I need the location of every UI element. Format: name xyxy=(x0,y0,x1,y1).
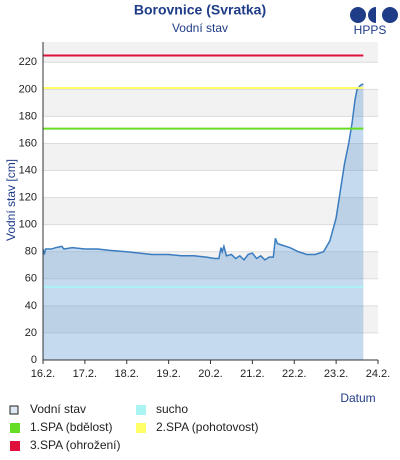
x-tick-label: 23.2. xyxy=(324,368,348,380)
chart-title: Borovnice (Svratka) xyxy=(134,2,266,18)
area xyxy=(43,83,364,360)
y-tick-label: 200 xyxy=(19,83,37,95)
y-tick-label: 80 xyxy=(25,246,37,258)
x-axis-title: Datum xyxy=(340,391,375,405)
y-tick-label: 20 xyxy=(25,327,37,339)
y-axis-title: Vodní stav [cm] xyxy=(4,159,18,241)
grid-band xyxy=(43,89,378,117)
x-tick-label: 18.2. xyxy=(115,368,139,380)
y-tick-label: 160 xyxy=(19,137,37,149)
line xyxy=(42,83,364,261)
legend-marker xyxy=(10,423,20,433)
legend-label: Vodní stav xyxy=(30,402,86,416)
legend-label: 1.SPA (bdělost) xyxy=(30,420,113,434)
legend-label: 2.SPA (pohotovost) xyxy=(156,420,259,434)
logo-half xyxy=(368,7,376,23)
x-tick-label: 21.2. xyxy=(240,368,264,380)
logo-circle xyxy=(350,7,366,23)
logo-text: HPPS xyxy=(354,23,387,37)
chart-subtitle: Vodní stav xyxy=(172,21,228,35)
grid-band xyxy=(43,251,378,279)
legend-marker xyxy=(136,423,146,433)
legend-marker xyxy=(10,441,20,451)
y-tick-label: 0 xyxy=(31,354,37,366)
legend-marker xyxy=(136,405,146,415)
legend-marker xyxy=(9,405,19,415)
grid-band xyxy=(43,305,378,333)
legend-label: 3.SPA (ohrožení) xyxy=(30,438,121,452)
logo-circle xyxy=(382,7,398,23)
legend-label: sucho xyxy=(156,402,188,416)
x-tick-label: 20.2. xyxy=(198,368,222,380)
grid-band xyxy=(43,197,378,225)
x-tick-label: 19.2. xyxy=(156,368,180,380)
y-tick-label: 100 xyxy=(19,219,37,231)
y-tick-label: 120 xyxy=(19,192,37,204)
y-tick-label: 180 xyxy=(19,110,37,122)
x-tick-label: 24.2. xyxy=(366,368,390,380)
x-tick-label: 16.2. xyxy=(31,368,55,380)
y-tick-label: 220 xyxy=(19,56,37,68)
grid-band xyxy=(43,42,378,63)
y-tick-label: 140 xyxy=(19,164,37,176)
grid-band xyxy=(43,143,378,171)
x-tick-label: 17.2. xyxy=(73,368,97,380)
x-tick-label: 22.2. xyxy=(282,368,306,380)
y-tick-label: 40 xyxy=(25,300,37,312)
y-tick-label: 60 xyxy=(25,273,37,285)
logo: HPPS xyxy=(350,7,398,37)
